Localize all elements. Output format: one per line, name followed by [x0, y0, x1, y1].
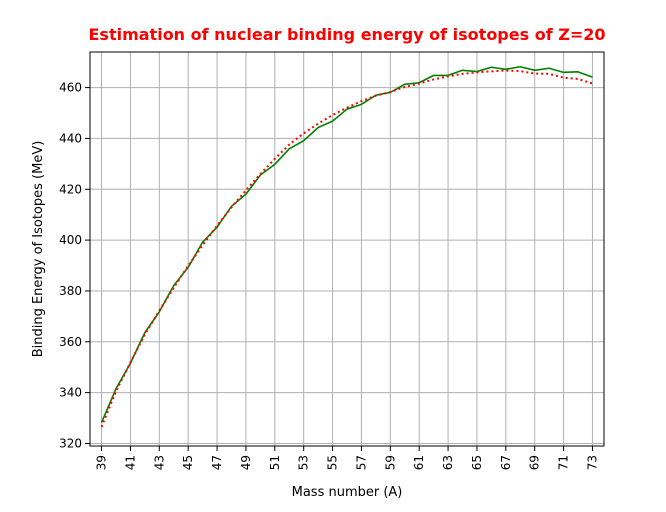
x-tick-label: 67 [499, 455, 513, 470]
x-tick-label: 53 [297, 455, 311, 470]
y-tick-label: 400 [59, 233, 82, 247]
x-tick-label: 51 [268, 455, 282, 470]
x-axis-label: Mass number (A) [292, 485, 403, 500]
binding-energy-solid-line [100, 65, 593, 423]
x-tick-label: 47 [210, 455, 224, 470]
y-tick-label: 360 [59, 335, 82, 349]
x-tick-label: 69 [528, 455, 542, 470]
x-tick-label: 57 [354, 455, 368, 470]
x-tick-label: 41 [123, 455, 137, 470]
x-tick-label: 61 [412, 455, 426, 470]
x-tick-label: 39 [95, 455, 109, 470]
y-tick-label: 460 [59, 81, 82, 95]
plot-frame [89, 51, 605, 447]
x-tick-label: 55 [326, 455, 340, 470]
x-tick-label: 45 [181, 455, 195, 470]
x-tick-label: 73 [585, 455, 599, 470]
x-tick-label: 49 [239, 455, 253, 470]
tick-layer: 39 41 43 45 47 49 51 53 55 57 59 61 63 65 67 69 71 73 320 3… [59, 81, 599, 471]
y-axis-label: Binding Energy of Isotopes (MeV) [31, 141, 46, 358]
x-tick-label: 59 [383, 455, 397, 470]
y-tick-label: 320 [59, 436, 82, 450]
y-tick-label: 420 [59, 182, 82, 196]
grid-layer [90, 52, 604, 446]
series-layer [100, 65, 593, 428]
x-tick-label: 71 [557, 455, 571, 470]
y-tick-label: 380 [59, 284, 82, 298]
x-tick-label: 65 [470, 455, 484, 470]
y-tick-label: 440 [59, 131, 82, 145]
x-tick-label: 43 [152, 455, 166, 470]
x-tick-label: 63 [441, 455, 455, 470]
chart-title: Estimation of nuclear binding energy of … [89, 25, 606, 44]
estimated-energy-dotted-line [100, 69, 593, 428]
y-tick-label: 340 [59, 386, 82, 400]
